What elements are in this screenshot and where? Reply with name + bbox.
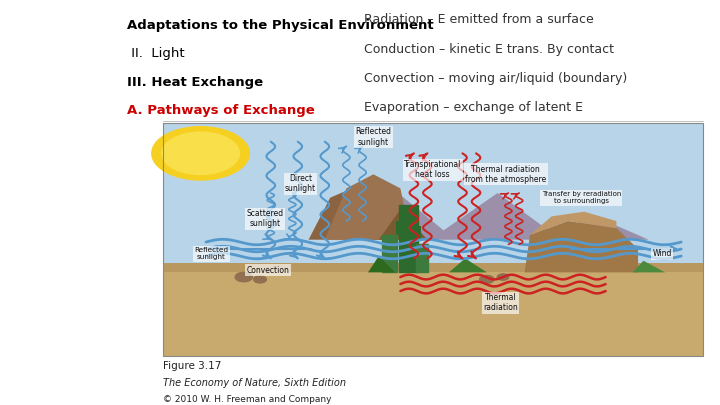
- Text: A. Pathways of Exchange: A. Pathways of Exchange: [127, 104, 315, 117]
- Bar: [163, 123, 703, 275]
- Text: Wind: Wind: [652, 249, 672, 258]
- Polygon shape: [633, 261, 665, 273]
- Text: Evaporation – exchange of latent E: Evaporation – exchange of latent E: [364, 101, 582, 115]
- Text: Transpirational
heat loss: Transpirational heat loss: [404, 160, 462, 179]
- Circle shape: [498, 274, 509, 280]
- Text: Convection – moving air/liquid (boundary): Convection – moving air/liquid (boundary…: [364, 72, 627, 85]
- Polygon shape: [368, 256, 395, 273]
- Text: Conduction – kinetic E trans. By contact: Conduction – kinetic E trans. By contact: [364, 43, 613, 55]
- Bar: [163, 123, 703, 356]
- Polygon shape: [414, 226, 421, 240]
- Polygon shape: [525, 221, 638, 273]
- Polygon shape: [379, 209, 428, 240]
- Text: III. Heat Exchange: III. Heat Exchange: [127, 75, 263, 89]
- Text: Reflected
sunlight: Reflected sunlight: [194, 247, 228, 260]
- Text: Thermal
radiation: Thermal radiation: [483, 293, 518, 312]
- Text: Adaptations to the Physical Environment: Adaptations to the Physical Environment: [127, 19, 433, 32]
- Polygon shape: [325, 174, 411, 240]
- Polygon shape: [163, 263, 703, 356]
- Bar: [415, 244, 428, 273]
- Text: Thermal radiation
from the atmosphere: Thermal radiation from the atmosphere: [465, 165, 546, 184]
- Text: The Economy of Nature, Sixth Edition: The Economy of Nature, Sixth Edition: [163, 378, 346, 388]
- Text: Figure 3.17: Figure 3.17: [163, 361, 221, 371]
- Polygon shape: [396, 221, 403, 235]
- Text: Reflected
sunlight: Reflected sunlight: [356, 127, 392, 147]
- Polygon shape: [341, 186, 649, 240]
- Text: Transfer by reradiation
to surroundings: Transfer by reradiation to surroundings: [541, 191, 621, 204]
- Bar: [399, 205, 418, 273]
- Text: Direct
sunlight: Direct sunlight: [285, 174, 316, 193]
- Circle shape: [253, 276, 266, 283]
- Text: Convection: Convection: [247, 266, 289, 275]
- Circle shape: [235, 272, 253, 282]
- Circle shape: [480, 275, 494, 284]
- Polygon shape: [163, 263, 703, 273]
- Bar: [163, 263, 703, 356]
- Text: Scattered
sunlight: Scattered sunlight: [247, 209, 284, 228]
- Polygon shape: [449, 258, 487, 273]
- Polygon shape: [530, 212, 616, 235]
- Bar: [382, 235, 397, 273]
- Polygon shape: [309, 186, 395, 240]
- Text: Radiation – E emitted from a surface: Radiation – E emitted from a surface: [364, 13, 593, 26]
- Text: II.  Light: II. Light: [127, 47, 184, 60]
- Text: © 2010 W. H. Freeman and Company: © 2010 W. H. Freeman and Company: [163, 395, 331, 404]
- Circle shape: [152, 127, 249, 180]
- Circle shape: [162, 132, 239, 175]
